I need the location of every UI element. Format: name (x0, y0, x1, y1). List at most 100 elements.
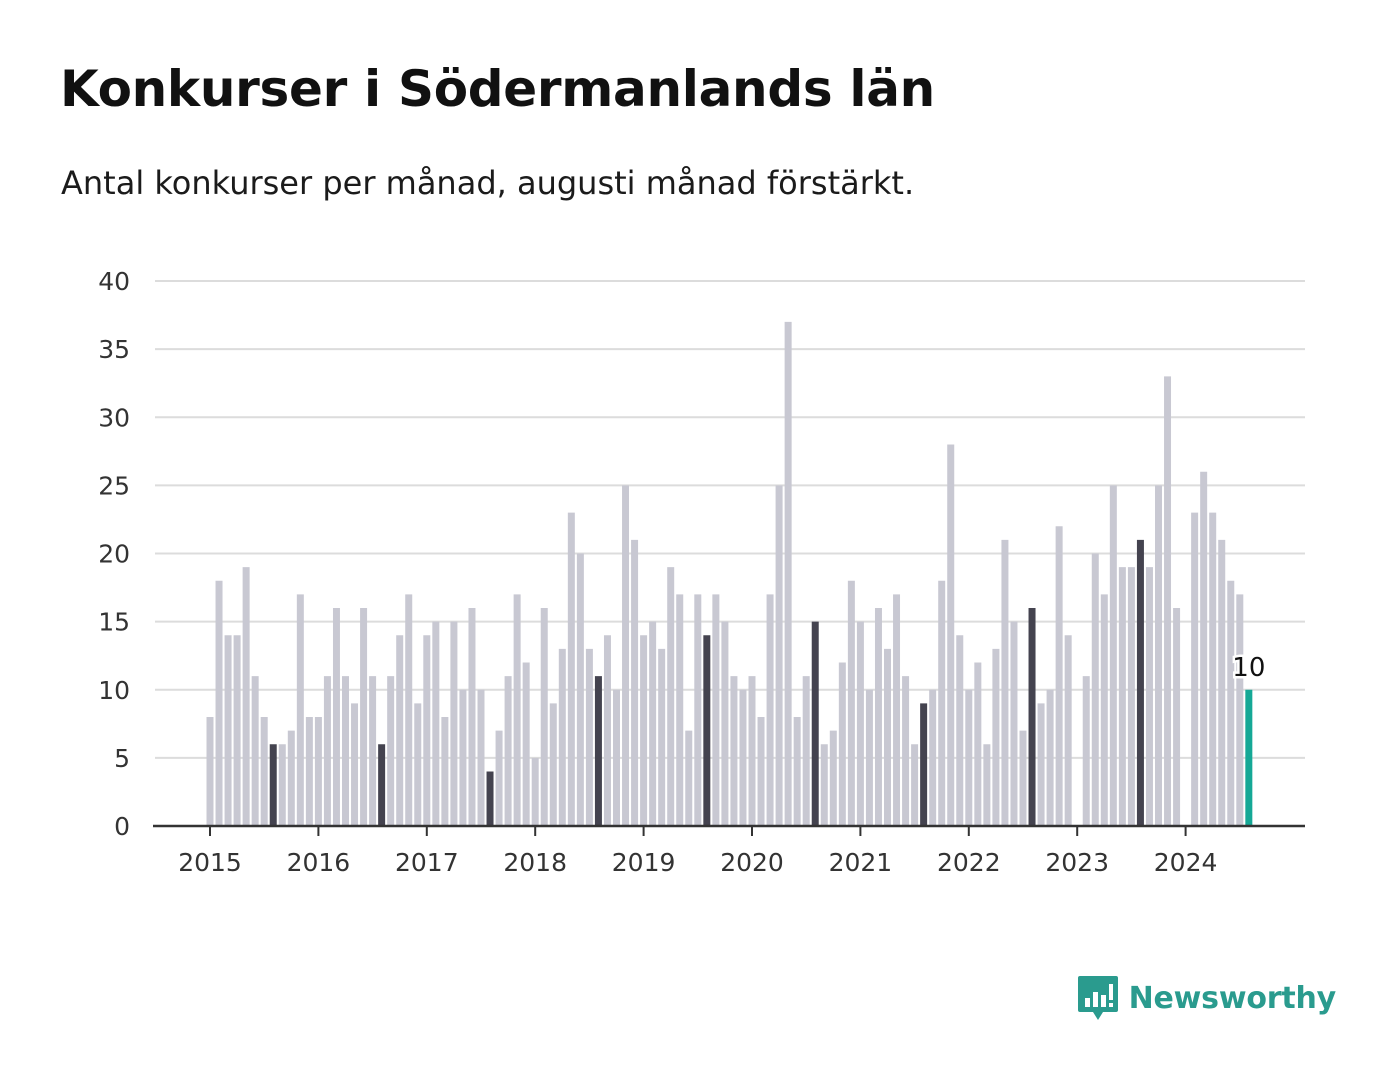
bar (929, 689, 937, 826)
bar-august (811, 621, 819, 827)
bar (992, 648, 1000, 827)
bar (712, 594, 720, 827)
x-tick-label: 2020 (720, 848, 784, 877)
bar (450, 621, 458, 827)
bar (685, 730, 693, 827)
bar (784, 321, 792, 827)
bar (1091, 553, 1099, 826)
bar (902, 676, 910, 827)
bar (856, 621, 864, 827)
y-tick-label: 5 (114, 744, 130, 773)
bar (504, 676, 512, 827)
bar (351, 703, 359, 827)
bar (1227, 580, 1235, 826)
bar (911, 744, 919, 826)
bar (423, 635, 431, 826)
y-tick-label: 40 (98, 267, 130, 296)
chart-title: Konkurser i Södermanlands län (60, 60, 935, 118)
bar (676, 594, 684, 827)
bar (1082, 676, 1090, 827)
bar (405, 594, 413, 827)
bar (748, 676, 756, 827)
bar (477, 689, 485, 826)
bar (829, 730, 837, 827)
bar (287, 730, 295, 827)
bar (775, 485, 783, 827)
bar (874, 608, 882, 826)
bar (974, 662, 982, 826)
x-tick-label: 2017 (395, 848, 459, 877)
bar-august (486, 771, 494, 826)
bar (576, 553, 584, 826)
bar (603, 635, 611, 826)
bar (513, 594, 521, 827)
bar (414, 703, 422, 827)
bar (1037, 703, 1045, 827)
bar (540, 608, 548, 826)
bar (1173, 608, 1181, 826)
bar (640, 635, 648, 826)
bar (305, 717, 313, 826)
bar (1046, 689, 1054, 826)
bar (820, 744, 828, 826)
y-tick-label: 10 (98, 676, 130, 705)
bar (233, 635, 241, 826)
y-tick-label: 35 (98, 335, 130, 364)
bar (278, 744, 286, 826)
bar-august (269, 744, 277, 826)
bar (1001, 539, 1009, 827)
bar (468, 608, 476, 826)
bar (1118, 567, 1126, 827)
bar (432, 621, 440, 827)
bar (251, 676, 259, 827)
bar (838, 662, 846, 826)
x-tick-label: 2024 (1154, 848, 1218, 877)
bar (1010, 621, 1018, 827)
y-tick-label: 0 (114, 812, 130, 841)
bar (387, 676, 395, 827)
bar (1127, 567, 1135, 827)
bar (865, 689, 873, 826)
chart-subtitle: Antal konkurser per månad, augusti månad… (61, 164, 915, 202)
bar (667, 567, 675, 827)
bar (396, 635, 404, 826)
bar (1055, 526, 1063, 826)
bar (1236, 594, 1244, 827)
bar (721, 621, 729, 827)
bar (757, 717, 765, 826)
bar-august (920, 703, 928, 827)
bar (938, 580, 946, 826)
bar (522, 662, 530, 826)
bar (766, 594, 774, 827)
x-tick-label: 2018 (503, 848, 567, 877)
bar (567, 512, 575, 827)
bar (1064, 635, 1072, 826)
x-tick-label: 2022 (937, 848, 1001, 877)
y-tick-label: 15 (98, 608, 130, 637)
bar (1145, 567, 1153, 827)
bar (694, 594, 702, 827)
bar (1164, 376, 1172, 827)
x-tick-label: 2021 (829, 848, 893, 877)
bar (802, 676, 810, 827)
bar (1209, 512, 1217, 827)
bar (459, 689, 467, 826)
bar (947, 444, 955, 826)
bar (847, 580, 855, 826)
x-tick-label: 2019 (612, 848, 676, 877)
bar-august (703, 635, 711, 826)
bar (224, 635, 232, 826)
x-tick-label: 2016 (287, 848, 351, 877)
bars (206, 321, 1253, 827)
bar (1218, 539, 1226, 827)
bar (1019, 730, 1027, 827)
bar (793, 717, 801, 826)
bar (631, 539, 639, 827)
bar (558, 648, 566, 827)
bar (884, 648, 891, 827)
bar-august (378, 744, 386, 826)
bar (531, 757, 539, 827)
bar (649, 621, 657, 827)
bar (658, 648, 666, 827)
